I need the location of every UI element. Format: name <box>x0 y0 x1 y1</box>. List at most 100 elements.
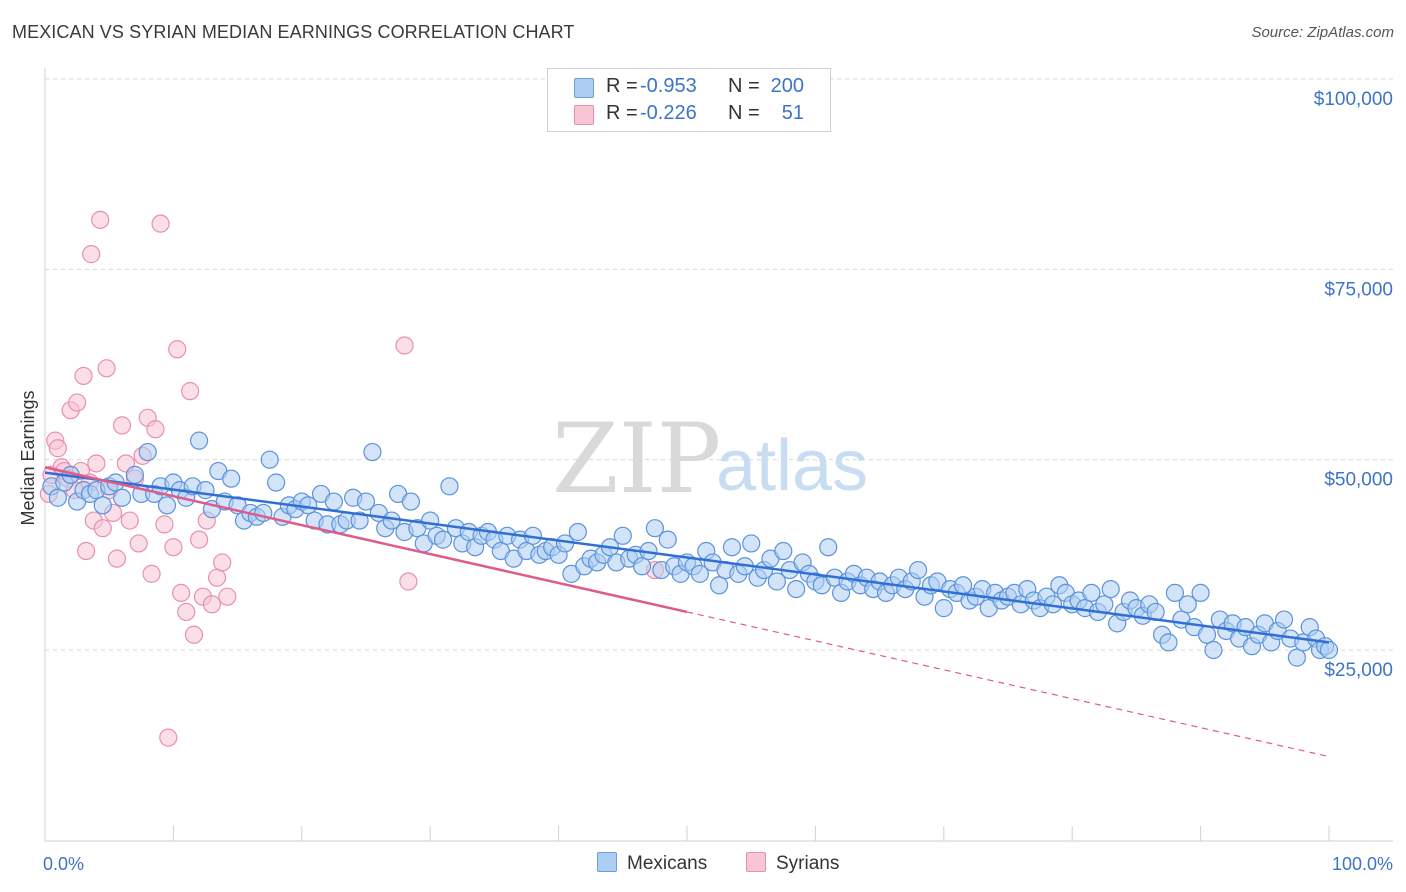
mexican-point <box>613 526 632 545</box>
mexican-point <box>189 431 209 450</box>
syrian-point <box>159 728 178 747</box>
y-tick-label: $100,000 <box>1314 89 1393 110</box>
y-tick-label: $75,000 <box>1324 279 1393 300</box>
syrian-point <box>395 336 414 355</box>
syrian-point <box>67 393 87 412</box>
y-axis-title: Median Earnings <box>18 390 38 525</box>
syrian-trend-line <box>44 466 688 614</box>
legend-n-label: N = <box>728 102 760 124</box>
legend-swatch-mexicans <box>574 78 594 98</box>
mexican-point <box>196 481 215 500</box>
mexican-point <box>934 599 953 618</box>
mexican-point <box>1191 583 1210 603</box>
syrian-point <box>91 210 110 229</box>
mexican-point <box>356 492 376 511</box>
bottom-legend-syrians[interactable]: Syrians <box>746 852 839 875</box>
mexican-point <box>1082 583 1101 603</box>
mexican-point <box>722 538 742 557</box>
mexican-point <box>742 534 761 553</box>
legend-swatch-syrians <box>574 105 594 125</box>
syrian-point <box>48 439 67 458</box>
mexican-trend-line <box>44 471 1330 644</box>
mexican-point <box>112 488 132 507</box>
syrian-point <box>142 564 161 583</box>
syrian-point <box>177 602 196 622</box>
mexican-point <box>401 492 421 511</box>
syrian-point <box>112 416 132 435</box>
legend-n-value-syrians: 51 <box>781 102 804 124</box>
bottom-legend-label-mexicans: Mexicans <box>627 853 708 874</box>
syrian-point <box>120 511 139 530</box>
mexican-point <box>324 492 343 511</box>
syrian-point <box>399 572 418 591</box>
mexican-point <box>1101 579 1120 599</box>
y-tick-label: $50,000 <box>1324 470 1393 491</box>
syrian-point <box>107 549 127 568</box>
mexican-point <box>157 496 177 515</box>
mexican-point <box>138 442 157 462</box>
syrian-point <box>180 382 200 401</box>
legend-r-label: R = <box>606 75 638 97</box>
mexican-point <box>819 538 838 557</box>
syrian-point <box>189 530 209 549</box>
mexican-point <box>690 564 709 583</box>
syrian-point <box>202 595 222 614</box>
mexican-point <box>1165 583 1185 603</box>
mexican-point <box>363 442 382 462</box>
legend-n-label: N = <box>728 75 760 97</box>
axes <box>44 68 1393 842</box>
mexican-point <box>1274 610 1294 629</box>
syrian-point <box>172 583 191 603</box>
syrian-point <box>146 420 165 439</box>
chart-title: MEXICAN VS SYRIAN MEDIAN EARNINGS CORREL… <box>12 22 575 42</box>
syrian-point <box>164 538 183 557</box>
mexican-point <box>1197 625 1217 644</box>
x-tick-label-max: 100.0% <box>1332 854 1393 874</box>
bottom-legend-mexicans[interactable]: Mexicans <box>597 852 707 875</box>
mexican-point <box>350 511 369 530</box>
syrian-point <box>168 340 187 359</box>
y-tick-labels: $25,000 $50,000 $75,000 $100,000 <box>1314 89 1393 681</box>
mexican-point <box>440 477 459 496</box>
legend-r-label: R = <box>606 102 638 124</box>
mexican-point <box>1204 640 1223 660</box>
x-tick-label-min: 0.0% <box>43 854 84 874</box>
y-tick-label: $25,000 <box>1324 660 1393 681</box>
mexican-point <box>1095 595 1114 614</box>
syrian-point <box>97 359 116 378</box>
legend-n-value-mexicans: 200 <box>770 75 804 97</box>
x-tick-labels: 0.0% 100.0% <box>43 854 1393 874</box>
syrian-point <box>129 534 148 553</box>
mexican-point <box>1178 595 1197 614</box>
bottom-legend-swatch-mexicans <box>597 852 617 872</box>
syrian-point <box>151 214 170 233</box>
correlation-legend: R = -0.953 N = 200 R = -0.226 N = 51 <box>547 68 831 132</box>
bottom-legend-label-syrians: Syrians <box>776 853 840 874</box>
mexican-point <box>568 522 587 542</box>
mexican-point <box>909 560 928 580</box>
watermark: ZIP atlas <box>552 403 868 515</box>
syrian-point <box>184 625 204 644</box>
mexican-point <box>645 519 665 538</box>
mexican-point <box>260 450 279 469</box>
mexican-point <box>709 576 729 595</box>
syrian-point <box>82 245 101 264</box>
syrian-point <box>93 519 112 538</box>
mexican-point <box>421 511 440 530</box>
legend-r-value-mexicans: -0.953 <box>640 75 697 97</box>
trend-lines <box>44 466 1330 758</box>
mexican-point <box>767 572 786 591</box>
watermark-atlas: atlas <box>716 426 868 506</box>
mexican-point <box>658 530 677 549</box>
syrian-point <box>87 454 106 473</box>
mexican-point <box>93 496 112 515</box>
legend-row-syrians: R = -0.226 N = 51 <box>548 102 804 128</box>
mexican-point <box>267 473 286 492</box>
syrian-point <box>76 541 96 561</box>
mexican-point <box>632 557 652 576</box>
mexican-point <box>222 469 241 488</box>
mexican-point <box>125 465 144 484</box>
mexican-point <box>1159 633 1178 652</box>
legend-row-mexicans: R = -0.953 N = 200 <box>548 75 804 101</box>
